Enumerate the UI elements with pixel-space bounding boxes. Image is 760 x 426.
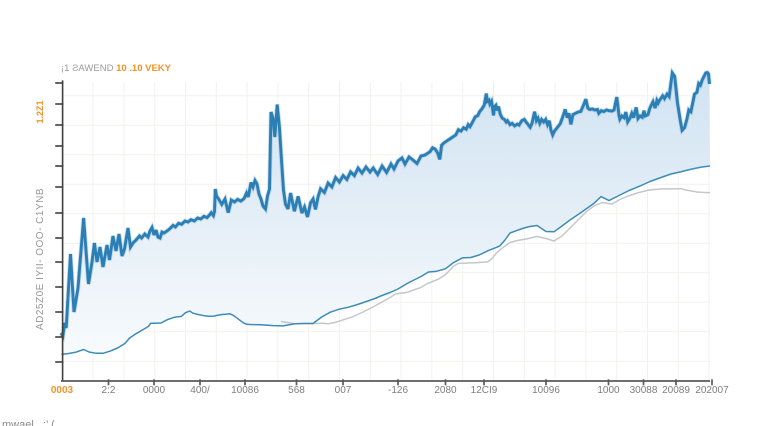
svg-text:12CI9: 12CI9 bbox=[471, 385, 498, 396]
svg-text:2:2: 2:2 bbox=[102, 385, 116, 396]
svg-text:202007: 202007 bbox=[695, 385, 729, 396]
svg-text:-126: -126 bbox=[388, 385, 408, 396]
svg-text:568: 568 bbox=[288, 385, 305, 396]
svg-text:mwael . :’ (: mwael . :’ ( bbox=[2, 419, 55, 426]
svg-text:20089: 20089 bbox=[662, 385, 690, 396]
svg-text:007: 007 bbox=[335, 385, 352, 396]
svg-text:2080: 2080 bbox=[434, 385, 457, 396]
svg-text:0000: 0000 bbox=[143, 385, 166, 396]
svg-text:1.2Z1: 1.2Z1 bbox=[35, 100, 45, 123]
svg-text:10086: 10086 bbox=[231, 385, 259, 396]
svg-text:400/: 400/ bbox=[190, 385, 210, 396]
svg-text:30088: 30088 bbox=[630, 385, 658, 396]
svg-text:0003: 0003 bbox=[51, 385, 74, 396]
svg-text:AD25Z0E IYII- OOO- C1YNB: AD25Z0E IYII- OOO- C1YNB bbox=[35, 188, 46, 330]
svg-text:¡1 ƧAWEND 10 .10 VEKY: ¡1 ƧAWEND 10 .10 VEKY bbox=[61, 63, 172, 74]
svg-text:10096: 10096 bbox=[532, 385, 560, 396]
svg-text:1000: 1000 bbox=[597, 385, 620, 396]
